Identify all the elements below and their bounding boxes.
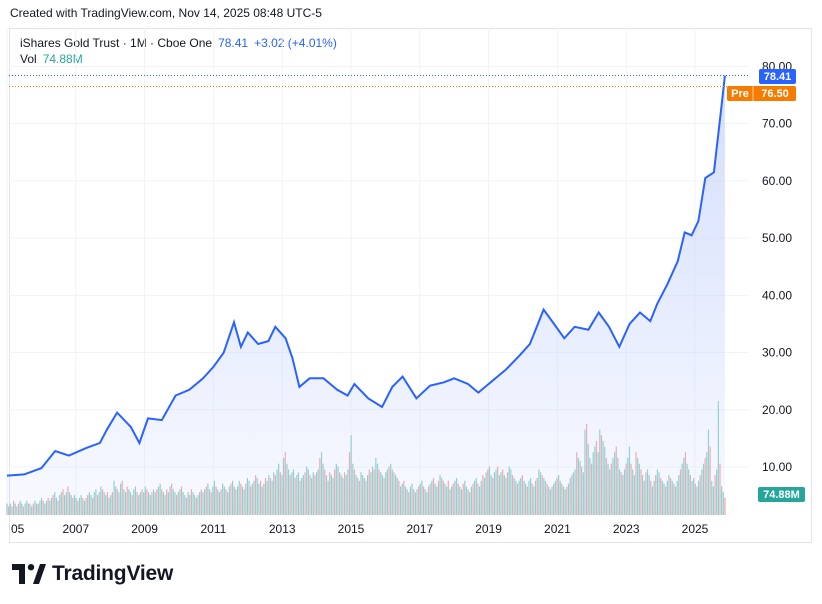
- last-price-tag-text: 78.41: [764, 71, 792, 83]
- time-axis[interactable]: 05 2007 2009 2011 2013 2015 2017 2019 2021 2023 20…: [11, 522, 709, 536]
- volume-label[interactable]: Vol: [20, 52, 37, 66]
- premarket-label: Pre: [731, 88, 749, 100]
- y-tick-label: 30.00: [762, 346, 792, 360]
- y-tick-label: 40.00: [762, 288, 792, 302]
- x-tick-label: 2017: [406, 522, 433, 536]
- chart-frame: [9, 28, 812, 543]
- x-tick-label: 2007: [62, 522, 89, 536]
- legend-symbol-row: iShares Gold Trust · 1M · Cboe One 78.41 +…: [20, 35, 337, 51]
- x-tick-label: 2019: [475, 522, 502, 536]
- created-with-line: Created with TradingView.com, Nov 14, 20…: [10, 6, 322, 20]
- x-tick-label: 2025: [682, 522, 709, 536]
- volume-tag-text: 74.88M: [763, 489, 800, 501]
- y-tick-label: 20.00: [762, 403, 792, 417]
- x-tick-label: 2023: [613, 522, 640, 536]
- legend-change: +3.02 (+4.01%): [254, 36, 337, 50]
- x-tick-label: 2011: [200, 522, 226, 536]
- tradingview-logo[interactable]: TradingView: [12, 562, 173, 586]
- y-tick-label: 10.00: [762, 460, 792, 474]
- legend-volume-row: Vol 74.88M: [20, 51, 337, 67]
- legend-volume-value: 74.88M: [42, 52, 83, 66]
- x-tick-label: 2009: [131, 522, 158, 536]
- price-area: [7, 75, 725, 515]
- tradingview-brand: TradingView: [52, 562, 174, 585]
- tradingview-logo-icon: [12, 564, 46, 584]
- x-tick-label: 2013: [269, 522, 296, 536]
- x-tick-label: 2015: [338, 522, 365, 536]
- premarket-tag: Pre 76.50: [727, 86, 796, 101]
- y-tick-label: 60.00: [762, 174, 792, 188]
- y-tick-label: 50.00: [762, 231, 792, 245]
- x-tick-label: 2021: [544, 522, 571, 536]
- y-tick-label: 70.00: [762, 117, 792, 131]
- x-tick-label: 05: [11, 522, 25, 536]
- chart-legend: iShares Gold Trust · 1M · Cboe One 78.41 +…: [20, 35, 337, 67]
- legend-price: 78.41: [218, 36, 249, 50]
- volume-tag: 74.88M: [758, 487, 805, 502]
- price-line: [6, 75, 726, 477]
- symbol-title[interactable]: iShares Gold Trust · 1M · Cboe One: [20, 36, 213, 50]
- premarket-price: 76.50: [761, 88, 789, 100]
- last-price-tag: 78.41: [759, 69, 796, 84]
- volume-bar: [724, 497, 726, 515]
